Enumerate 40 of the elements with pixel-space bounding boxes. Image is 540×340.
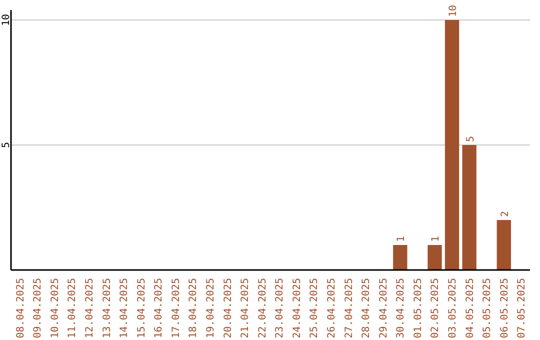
data-label: 5 xyxy=(465,136,476,142)
x-tick-label: 15.04.2025 xyxy=(136,278,148,338)
x-tick-label: 08.04.2025 xyxy=(15,278,26,338)
bar xyxy=(393,245,408,270)
x-tick-label: 20.04.2025 xyxy=(222,278,234,338)
bar xyxy=(428,245,442,270)
x-tick-label: 29.04.2025 xyxy=(378,278,390,338)
x-tick-label: 09.04.2025 xyxy=(32,278,44,338)
data-label: 10 xyxy=(448,4,460,17)
data-label: 1 xyxy=(430,236,442,242)
x-tick-label: 26.04.2025 xyxy=(326,278,338,338)
data-label: 1 xyxy=(396,236,408,242)
x-tick-label: 22.04.2025 xyxy=(257,278,268,338)
x-tick-label: 23.04.2025 xyxy=(274,278,286,338)
x-tick-label: 11.04.2025 xyxy=(67,278,78,338)
x-tick-label: 28.04.2025 xyxy=(361,278,372,338)
x-tick-label: 18.04.2025 xyxy=(188,278,200,338)
x-tick-label: 21.04.2025 xyxy=(240,278,252,338)
x-tick-label: 13.04.2025 xyxy=(102,278,113,338)
x-tick-label: 16.04.2025 xyxy=(154,278,165,338)
bar xyxy=(462,145,476,270)
bar xyxy=(444,20,460,270)
x-tick-label: 03.05.2025 xyxy=(448,278,459,338)
x-tick-label: 17.04.2025 xyxy=(170,278,182,338)
x-tick-label: 10.04.2025 xyxy=(50,278,61,338)
bar xyxy=(496,220,511,270)
x-tick-label: 04.05.2025 xyxy=(464,278,476,338)
x-tick-label: 02.05.2025 xyxy=(430,278,442,338)
x-tick-label: 30.04.2025 xyxy=(396,278,407,338)
x-tick-label: 19.04.2025 xyxy=(205,278,216,338)
x-tick-label: 06.05.2025 xyxy=(499,278,510,338)
data-label: 2 xyxy=(500,210,511,217)
x-tick-label: 27.04.2025 xyxy=(344,278,355,338)
x-tick-label: 24.04.2025 xyxy=(292,278,303,338)
x-tick-label: 05.05.2025 xyxy=(482,278,494,338)
x-tick-label: 01.05.2025 xyxy=(412,278,424,338)
x-tick-label: 12.04.2025 xyxy=(84,278,96,338)
x-tick-label: 07.05.2025 xyxy=(516,278,528,338)
x-tick-label: 14.04.2025 xyxy=(119,278,130,338)
x-tick-label: 25.04.2025 xyxy=(309,278,320,338)
